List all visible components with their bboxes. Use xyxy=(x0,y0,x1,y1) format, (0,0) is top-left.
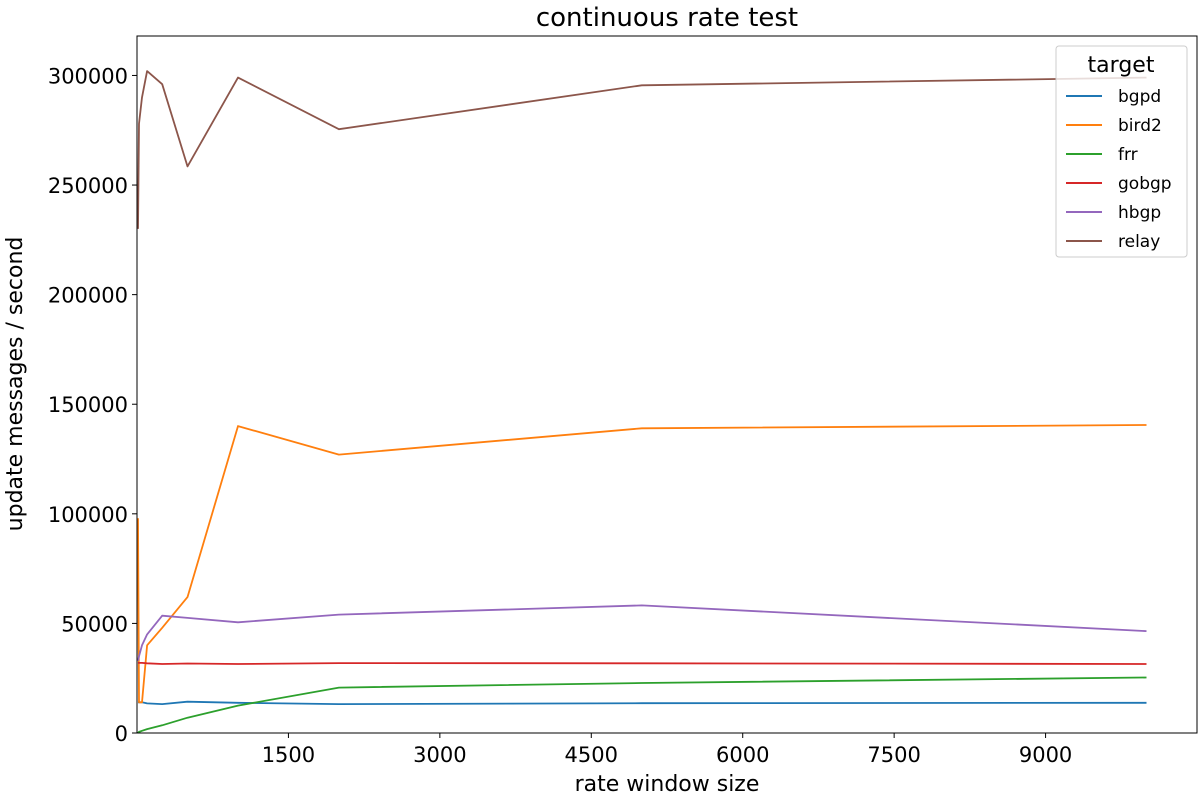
legend-label-bird2: bird2 xyxy=(1118,116,1162,136)
legend: target bgpd bird2 frr gobgp hbgp relay xyxy=(1055,45,1188,258)
y-tick-label: 100000 xyxy=(48,503,128,527)
y-tick-label: 50000 xyxy=(61,612,128,636)
x-tick-label: 6000 xyxy=(716,743,769,767)
y-tick-label: 0 xyxy=(115,722,128,746)
series-line-bgpd xyxy=(138,700,1147,705)
legend-items: bgpd bird2 frr gobgp hbgp relay xyxy=(1066,87,1172,252)
y-tick-label: 250000 xyxy=(48,174,128,198)
x-axis-ticks: 1500 3000 4500 6000 7500 9000 xyxy=(262,733,1072,767)
series-line-frr xyxy=(137,676,1147,734)
chart-title: continuous rate test xyxy=(536,3,798,33)
plot-lines xyxy=(137,70,1147,734)
legend-box xyxy=(1055,45,1188,258)
y-axis-label: update messages / second xyxy=(3,237,28,532)
x-tick-label: 7500 xyxy=(867,743,920,767)
plot-frame xyxy=(136,35,1198,734)
x-tick-label: 4500 xyxy=(565,743,618,767)
legend-label-gobgp: gobgp xyxy=(1118,174,1172,194)
legend-title: target xyxy=(1088,53,1155,78)
series-line-hbgp xyxy=(137,604,1147,661)
series-line-relay xyxy=(137,70,1147,229)
series-line-gobgp xyxy=(138,662,1147,665)
y-axis-ticks: 0 50000 100000 150000 200000 250000 300000 xyxy=(48,64,137,746)
series-line-bird2 xyxy=(137,424,1147,704)
x-tick-label: 1500 xyxy=(262,743,315,767)
x-axis-label: rate window size xyxy=(575,772,760,797)
legend-label-frr: frr xyxy=(1118,145,1138,165)
legend-label-relay: relay xyxy=(1118,232,1160,252)
y-tick-label: 150000 xyxy=(48,393,128,417)
legend-label-bgpd: bgpd xyxy=(1118,87,1161,107)
x-tick-label: 3000 xyxy=(413,743,466,767)
y-tick-label: 300000 xyxy=(48,64,128,88)
legend-label-hbgp: hbgp xyxy=(1118,203,1161,223)
y-tick-label: 200000 xyxy=(48,284,128,308)
x-tick-label: 9000 xyxy=(1019,743,1072,767)
